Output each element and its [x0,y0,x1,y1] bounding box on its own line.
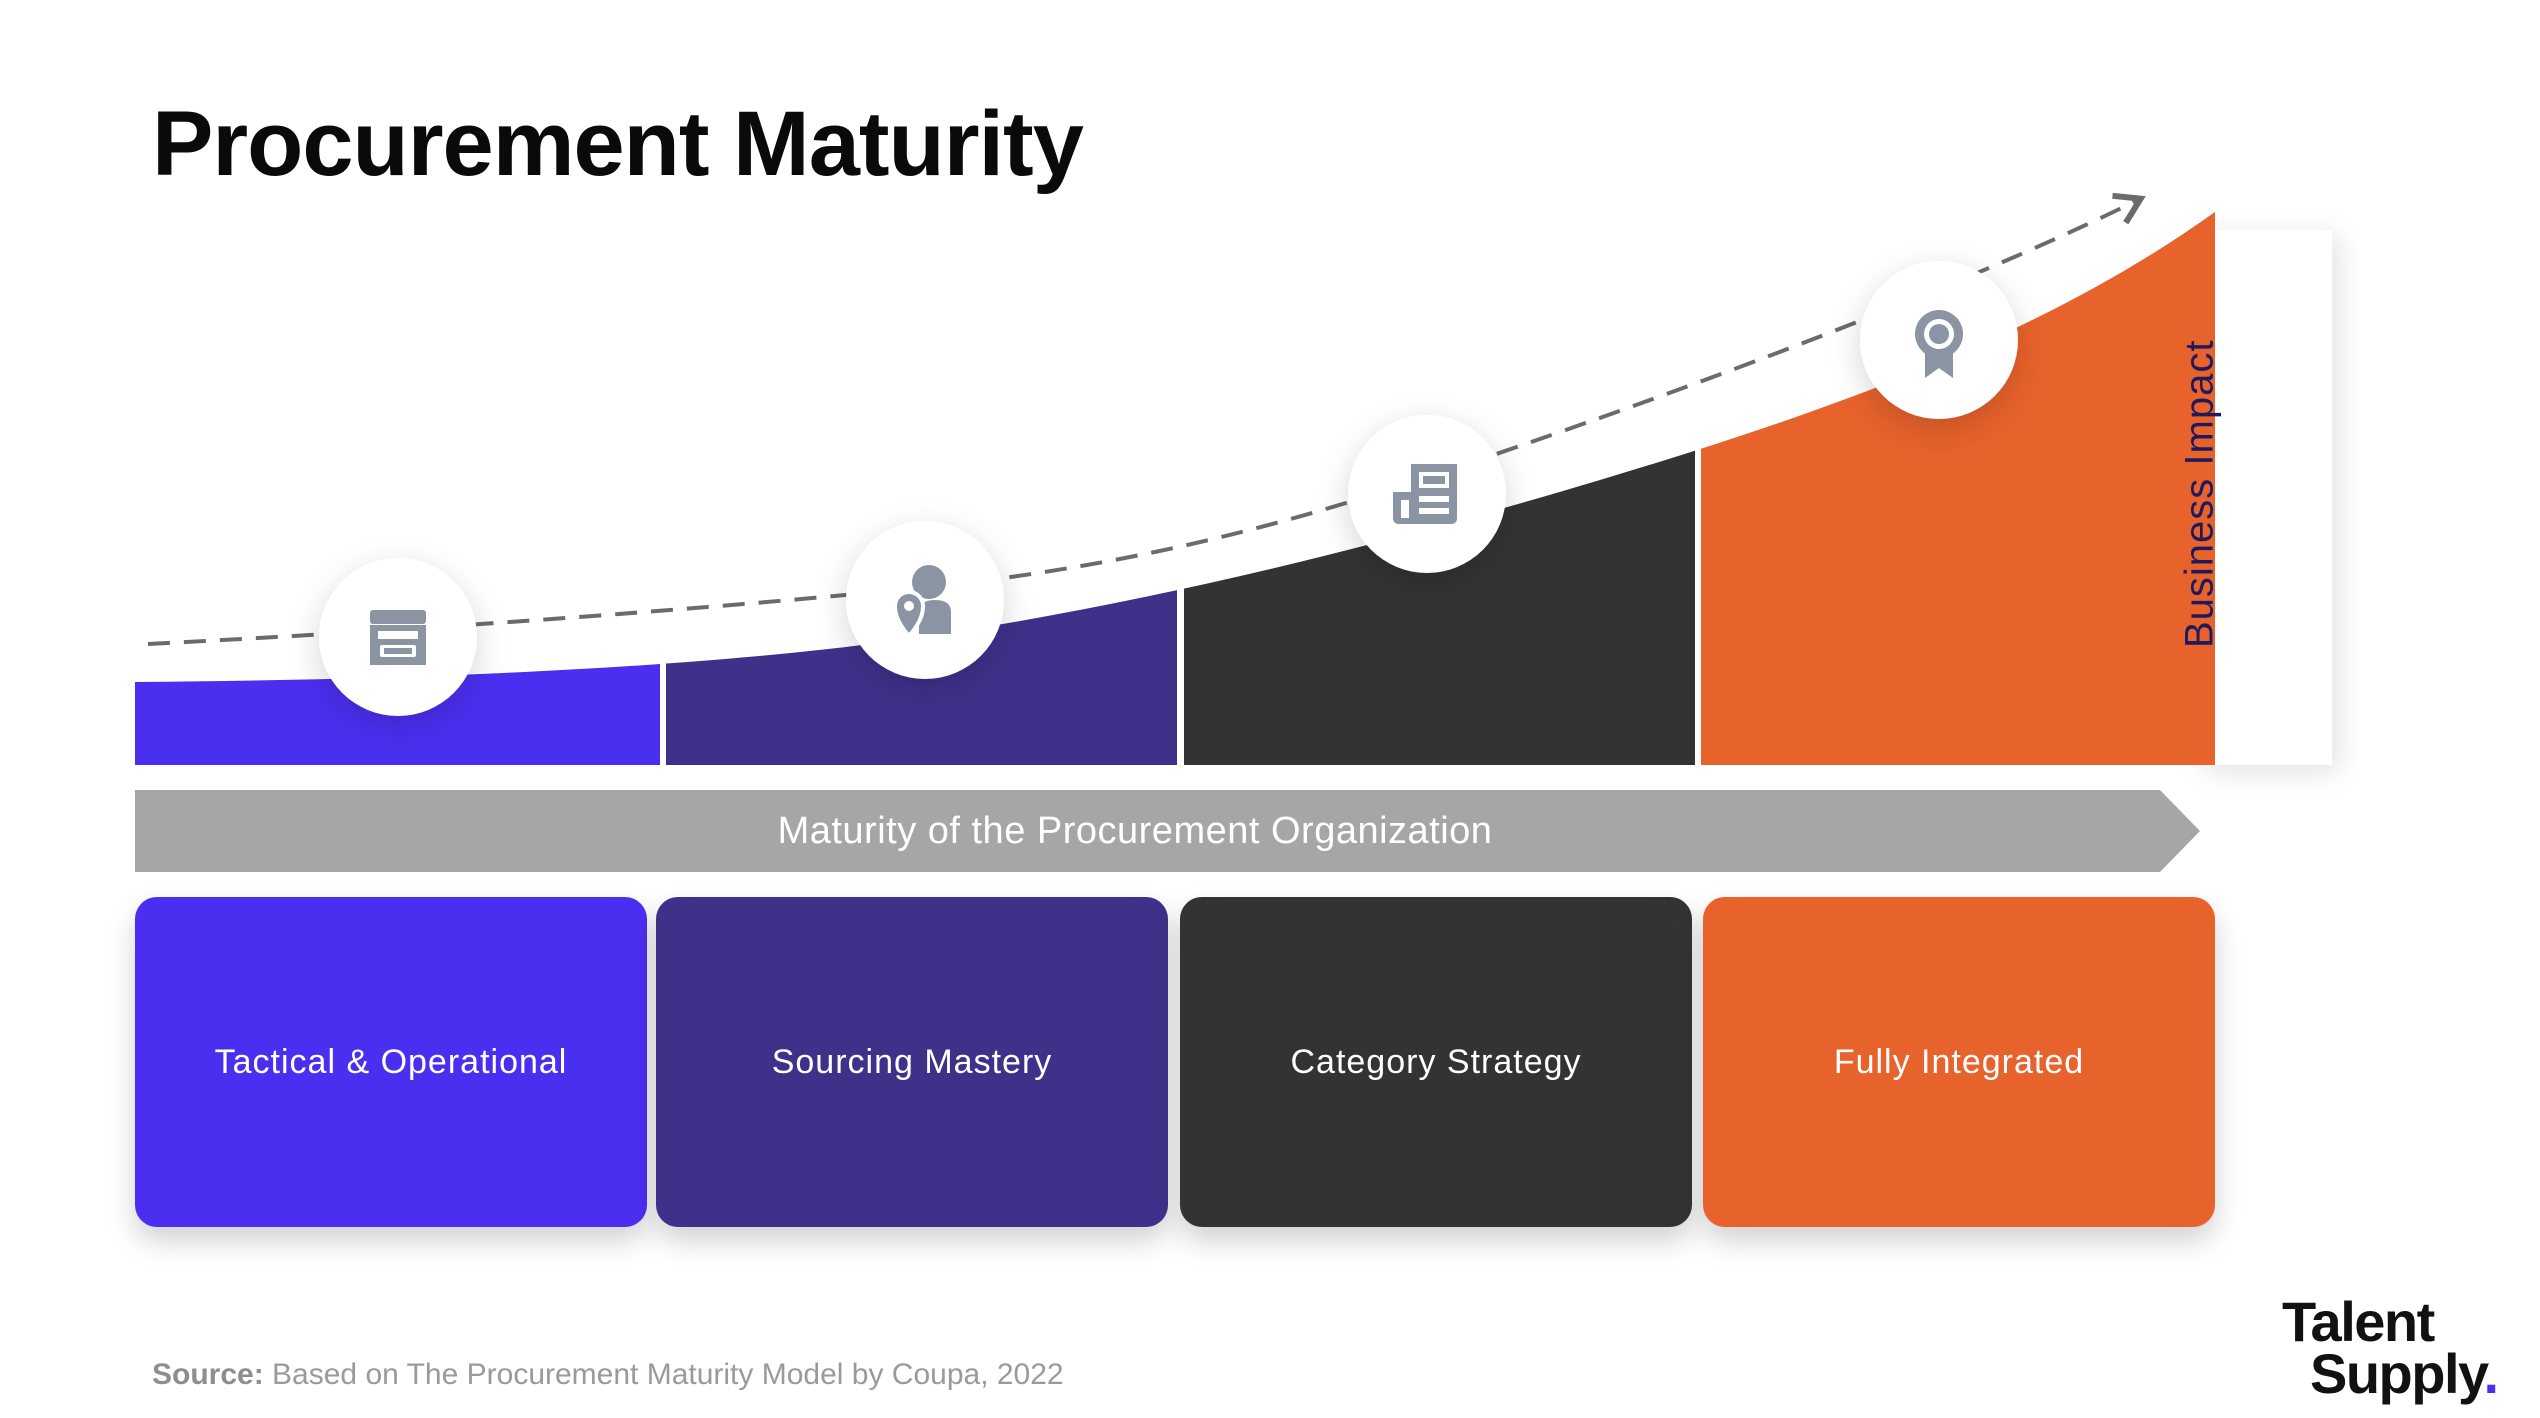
stage-card-label: Fully Integrated [1833,1042,2085,1081]
impact-column-4 [1701,212,2215,765]
stage-card-sourcing-mastery: Sourcing Mastery [656,897,1168,1227]
stage-card-label: Tactical & Operational [214,1042,568,1081]
source-note: Source: Based on The Procurement Maturit… [152,1358,1064,1392]
logo-dot: . [2483,1342,2500,1405]
logo-line-2: Supply [2310,1342,2485,1405]
source-text: Based on The Procurement Maturity Model … [272,1358,1064,1391]
store-icon [370,610,426,665]
stage-card-label: Sourcing Mastery [771,1042,1053,1081]
business-impact-panel [2200,230,2332,765]
logo-line-1: Talent [2282,1290,2435,1353]
stage-card-label: Category Strategy [1290,1042,1582,1081]
award-ribbon-icon [1915,310,1963,378]
y-axis-label: Business Impact [2177,339,2222,648]
talent-supply-logo: Talent Supply. [2282,1294,2499,1402]
x-axis-label: Maturity of the Procurement Organization [777,810,1493,852]
stage-card-tactical-operational: Tactical & Operational [135,897,647,1227]
stage-2-marker [846,521,1004,679]
stage-card-fully-integrated: Fully Integrated [1703,897,2215,1227]
person-location-icon [892,565,951,640]
source-prefix: Source: [152,1358,264,1391]
newspaper-icon [1393,464,1457,524]
page-title: Procurement Maturity [152,93,1084,195]
stage-card-category-strategy: Category Strategy [1180,897,1692,1227]
trend-arrow [147,192,2146,646]
maturity-banner-arrow [135,790,2200,872]
